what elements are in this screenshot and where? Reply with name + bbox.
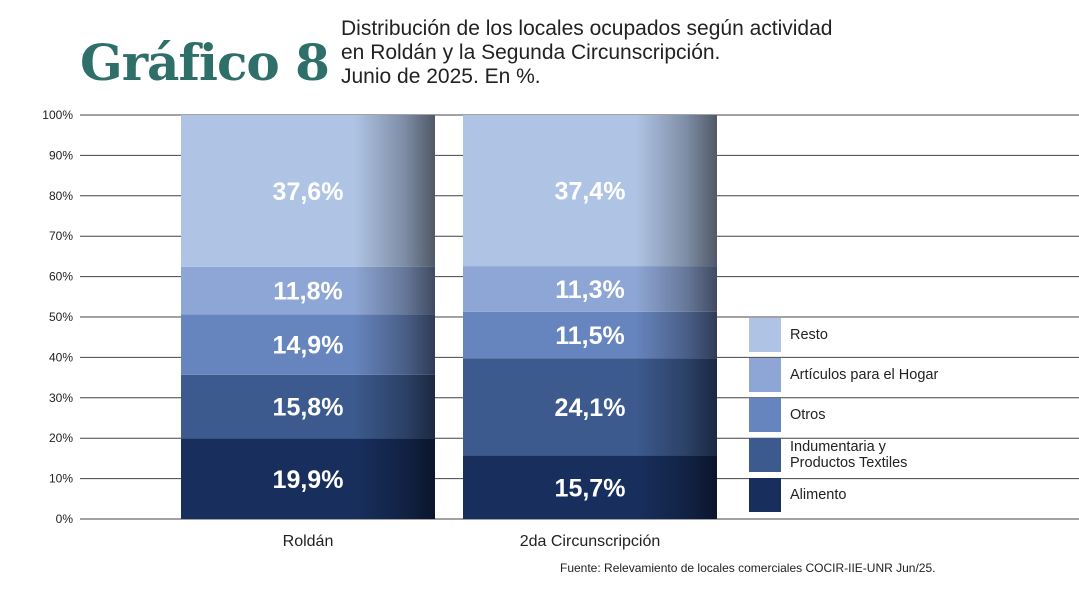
y-tick-label: 100% xyxy=(42,108,73,122)
legend-item: Otros xyxy=(749,398,989,432)
data-label: 37,6% xyxy=(273,178,344,206)
x-category-label: 2da Circunscripción xyxy=(520,533,661,550)
legend-swatch xyxy=(749,358,781,392)
y-tick-label: 40% xyxy=(49,350,73,364)
source-note: Fuente: Relevamiento de locales comercia… xyxy=(560,561,936,575)
chart-subtitle: Distribución de los locales ocupados seg… xyxy=(341,17,832,89)
data-label: 37,4% xyxy=(555,178,626,206)
y-tick-label: 80% xyxy=(49,189,73,203)
data-labels: 19,9% 15,8% 14,9% 11,8% 37,6% 15,7% 24,1% 11,5%… xyxy=(273,178,626,503)
legend-item: Alimento xyxy=(749,478,989,512)
figure-label: Gráfico 8 xyxy=(80,33,330,92)
legend-item: Resto xyxy=(749,318,989,352)
y-tick-label: 20% xyxy=(49,431,73,445)
x-axis: Roldán 2da Circunscripción xyxy=(283,533,661,550)
y-tick-label: 60% xyxy=(49,270,73,284)
legend-label: Resto xyxy=(790,327,828,343)
legend-swatch xyxy=(749,398,781,432)
y-tick-label: 70% xyxy=(49,229,73,243)
bar-segment-shade xyxy=(181,374,435,439)
bar-segment-shade xyxy=(463,115,717,267)
bar-segment-shade xyxy=(181,115,435,267)
data-label: 14,9% xyxy=(273,332,344,360)
subtitle-line: Distribución de los locales ocupados seg… xyxy=(341,17,833,40)
legend-swatch xyxy=(749,318,781,352)
legend-item: Artículos para el Hogar xyxy=(749,358,989,392)
data-label: 15,8% xyxy=(273,394,344,422)
data-label: 19,9% xyxy=(273,466,344,494)
bar-segment-shade xyxy=(181,438,435,519)
y-tick-label: 10% xyxy=(49,472,73,486)
legend-label: Alimento xyxy=(790,487,847,503)
bar-segment-shade xyxy=(463,266,717,312)
y-tick-label: 0% xyxy=(56,512,74,526)
x-category-label: Roldán xyxy=(283,533,334,550)
legend-swatch xyxy=(749,438,781,472)
legend-label: Indumentaria y Productos Textiles xyxy=(790,439,908,471)
bar-segment-shade xyxy=(181,314,435,375)
bar-segment-shade xyxy=(463,358,717,456)
bar-segment-shade xyxy=(463,311,717,359)
data-label: 24,1% xyxy=(555,394,626,422)
subtitle-line: Junio de 2025. En %. xyxy=(341,65,541,88)
subtitle-line: en Roldán y la Segunda Circunscripción. xyxy=(341,41,721,64)
y-tick-label: 90% xyxy=(49,148,73,162)
data-label: 11,5% xyxy=(555,322,625,350)
data-label: 15,7% xyxy=(555,474,626,502)
bars xyxy=(181,115,717,519)
y-tick-label: 50% xyxy=(49,310,73,324)
legend-label: Artículos para el Hogar xyxy=(790,367,939,383)
legend-swatch xyxy=(749,478,781,512)
legend-item: Indumentaria y Productos Textiles xyxy=(749,438,989,472)
data-label: 11,8% xyxy=(273,278,343,306)
data-label: 11,3% xyxy=(555,276,625,304)
bar-segment-shade xyxy=(181,266,435,315)
bar-segment-shade xyxy=(463,455,717,519)
legend-label: Otros xyxy=(790,407,826,423)
y-axis: 0% 10% 20% 30% 40% 50% 60% 70% 80% 90% 100% xyxy=(42,108,73,526)
y-tick-label: 30% xyxy=(49,391,73,405)
